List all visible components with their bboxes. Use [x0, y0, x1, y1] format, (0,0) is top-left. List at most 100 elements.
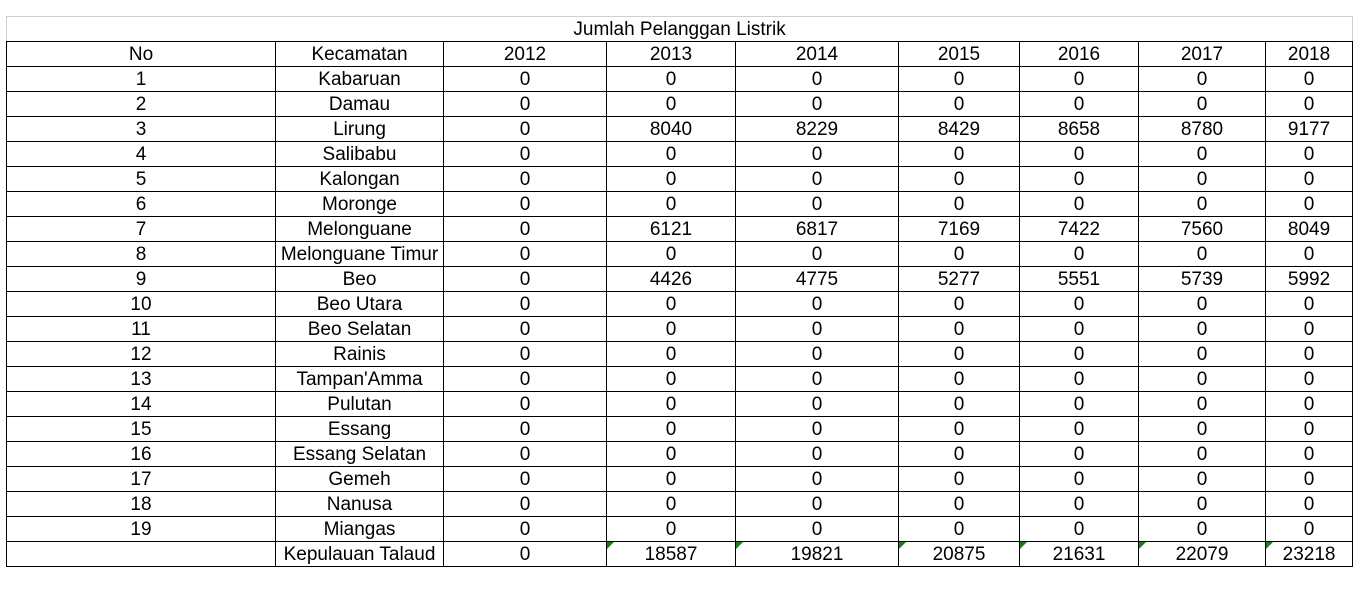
cell-value[interactable]: 0	[606, 291, 736, 317]
cell-value[interactable]: 0	[1264, 366, 1354, 392]
header-cell-2012[interactable]: 2012	[443, 41, 607, 67]
cell-no[interactable]: 14	[6, 391, 276, 417]
cell-value[interactable]: 0	[1138, 341, 1266, 367]
cell-value[interactable]: 0	[735, 516, 899, 542]
cell-value[interactable]: 6121	[606, 216, 736, 242]
cell-value[interactable]: 0	[735, 341, 899, 367]
cell-no[interactable]: 13	[6, 366, 276, 392]
cell-value[interactable]: 0	[1264, 316, 1354, 342]
cell-value[interactable]: 0	[443, 391, 607, 417]
header-cell-2018[interactable]: 2018	[1264, 41, 1354, 67]
cell-value[interactable]: 0	[443, 266, 607, 292]
cell-value[interactable]: 21631	[1019, 541, 1139, 567]
cell-no[interactable]	[6, 541, 276, 567]
cell-value[interactable]: 0	[1019, 366, 1139, 392]
cell-kecamatan[interactable]: Moronge	[275, 191, 444, 217]
header-cell-2016[interactable]: 2016	[1019, 41, 1139, 67]
cell-kecamatan[interactable]: Kalongan	[275, 166, 444, 192]
cell-value[interactable]: 0	[1264, 141, 1354, 167]
cell-no[interactable]: 4	[6, 141, 276, 167]
cell-value[interactable]: 0	[443, 516, 607, 542]
cell-value[interactable]: 22079	[1138, 541, 1266, 567]
cell-no[interactable]: 6	[6, 191, 276, 217]
cell-no[interactable]: 5	[6, 166, 276, 192]
cell-value[interactable]: 0	[898, 191, 1020, 217]
cell-value[interactable]: 0	[898, 91, 1020, 117]
header-cell-2017[interactable]: 2017	[1138, 41, 1266, 67]
header-cell-2013[interactable]: 2013	[606, 41, 736, 67]
cell-value[interactable]: 0	[1138, 416, 1266, 442]
cell-value[interactable]: 0	[898, 491, 1020, 517]
cell-value[interactable]: 0	[443, 191, 607, 217]
cell-value[interactable]: 0	[1264, 191, 1354, 217]
cell-no[interactable]: 10	[6, 291, 276, 317]
cell-value[interactable]: 4775	[735, 266, 899, 292]
cell-kecamatan[interactable]: Essang	[275, 416, 444, 442]
cell-no[interactable]: 17	[6, 466, 276, 492]
cell-value[interactable]: 0	[898, 516, 1020, 542]
cell-no[interactable]: 7	[6, 216, 276, 242]
cell-value[interactable]: 0	[1264, 91, 1354, 117]
cell-value[interactable]: 0	[606, 491, 736, 517]
table-title[interactable]: Jumlah Pelanggan Listrik	[5, 16, 1354, 42]
cell-value[interactable]: 0	[735, 241, 899, 267]
cell-value[interactable]: 0	[898, 316, 1020, 342]
cell-value[interactable]: 20875	[898, 541, 1020, 567]
cell-value[interactable]: 8658	[1019, 116, 1139, 142]
cell-value[interactable]: 0	[735, 316, 899, 342]
cell-value[interactable]: 0	[898, 141, 1020, 167]
cell-value[interactable]: 0	[1138, 516, 1266, 542]
cell-value[interactable]: 0	[1264, 241, 1354, 267]
cell-value[interactable]: 0	[735, 491, 899, 517]
header-cell-no[interactable]: No	[6, 41, 276, 67]
cell-value[interactable]: 18587	[606, 541, 736, 567]
cell-value[interactable]: 0	[1138, 366, 1266, 392]
cell-value[interactable]: 0	[1138, 91, 1266, 117]
cell-no[interactable]: 1	[6, 66, 276, 92]
cell-value[interactable]: 0	[443, 316, 607, 342]
cell-no[interactable]: 15	[6, 416, 276, 442]
cell-value[interactable]: 8429	[898, 116, 1020, 142]
cell-value[interactable]: 0	[735, 191, 899, 217]
cell-value[interactable]: 0	[735, 166, 899, 192]
cell-value[interactable]: 0	[606, 191, 736, 217]
cell-value[interactable]: 0	[1019, 466, 1139, 492]
cell-no[interactable]: 2	[6, 91, 276, 117]
cell-value[interactable]: 0	[898, 416, 1020, 442]
cell-value[interactable]: 0	[606, 241, 736, 267]
cell-value[interactable]: 0	[606, 441, 736, 467]
cell-value[interactable]: 0	[1019, 491, 1139, 517]
cell-kecamatan[interactable]: Kepulauan Talaud	[275, 541, 444, 567]
header-cell-2015[interactable]: 2015	[898, 41, 1020, 67]
cell-no[interactable]: 8	[6, 241, 276, 267]
cell-value[interactable]: 0	[1138, 391, 1266, 417]
cell-value[interactable]: 0	[443, 241, 607, 267]
cell-value[interactable]: 5277	[898, 266, 1020, 292]
cell-value[interactable]: 0	[443, 466, 607, 492]
cell-value[interactable]: 0	[898, 241, 1020, 267]
cell-value[interactable]: 0	[1138, 491, 1266, 517]
cell-value[interactable]: 0	[735, 466, 899, 492]
cell-value[interactable]: 0	[443, 66, 607, 92]
cell-value[interactable]: 23218	[1264, 541, 1354, 567]
cell-value[interactable]: 9177	[1264, 116, 1354, 142]
cell-value[interactable]: 0	[443, 141, 607, 167]
cell-value[interactable]: 0	[606, 391, 736, 417]
cell-value[interactable]: 0	[735, 391, 899, 417]
cell-value[interactable]: 0	[1138, 291, 1266, 317]
cell-value[interactable]: 0	[443, 291, 607, 317]
cell-value[interactable]: 7560	[1138, 216, 1266, 242]
cell-value[interactable]: 0	[735, 141, 899, 167]
cell-no[interactable]: 9	[6, 266, 276, 292]
cell-value[interactable]: 0	[1019, 316, 1139, 342]
cell-value[interactable]: 0	[1138, 441, 1266, 467]
cell-kecamatan[interactable]: Salibabu	[275, 141, 444, 167]
cell-value[interactable]: 0	[898, 166, 1020, 192]
cell-value[interactable]: 0	[1019, 66, 1139, 92]
cell-value[interactable]: 0	[1264, 391, 1354, 417]
cell-value[interactable]: 0	[443, 366, 607, 392]
cell-value[interactable]: 0	[1264, 491, 1354, 517]
cell-value[interactable]: 7169	[898, 216, 1020, 242]
cell-kecamatan[interactable]: Kabaruan	[275, 66, 444, 92]
cell-value[interactable]: 0	[898, 66, 1020, 92]
